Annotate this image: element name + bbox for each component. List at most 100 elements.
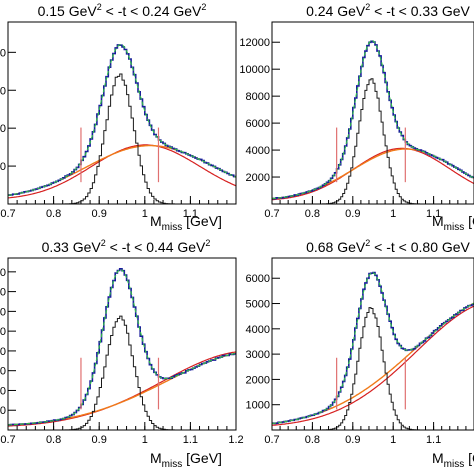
x-tick-label: 1.1 xyxy=(183,434,198,446)
x-tick-label: 0.9 xyxy=(345,208,360,220)
x-label-unit: [GeV] xyxy=(182,450,222,466)
data-histogram-series xyxy=(272,271,474,425)
x-label-unit: [G xyxy=(464,450,474,466)
y-tick-label: 8000 xyxy=(246,91,270,103)
axes-frame xyxy=(271,21,474,205)
data-histogram-series xyxy=(272,40,474,200)
title-part-a: 0.15 GeV xyxy=(38,3,98,19)
panel-title: 0.68 GeV2 < -t < 0.80 GeV xyxy=(306,238,470,255)
plot-area xyxy=(8,43,236,204)
background-fit-red-series xyxy=(272,147,474,201)
panel-top-left: 0.70.80.911.10000000000000.15 GeV2 < -t … xyxy=(0,2,237,233)
x-tick-label: 1 xyxy=(390,434,396,446)
x-tick-label: 1.1 xyxy=(426,434,441,446)
axes-frame xyxy=(7,257,237,431)
x-axis-label: Mmiss [GeV] xyxy=(150,450,222,470)
title-part-a: 0.24 GeV xyxy=(306,3,366,19)
x-tick-label: 0.8 xyxy=(46,434,61,446)
title-part-a: 0.68 GeV xyxy=(306,239,366,255)
title-part-c: < -t < 0.44 GeV xyxy=(106,239,206,255)
total-fit-series xyxy=(8,43,236,196)
panel-bottom-left: 0.7 0.8 0.9 1 1.1 1.2 000 000 000 000 000 000 000 000… xyxy=(0,238,244,470)
y-tick-label: 1000 xyxy=(246,400,270,412)
y-tick-label: 6000 xyxy=(246,118,270,130)
panel-title: 0.15 GeV2 < -t < 0.24 GeV2 xyxy=(38,2,207,19)
y-tick-label: 3000 xyxy=(246,349,270,361)
panel-top-right: 0.7 0.8 0.9 1 1.1 2000 4000 6000 8000 10000 12000 0… xyxy=(239,2,474,233)
axes-frame xyxy=(271,257,474,431)
y-tick-label: 4000 xyxy=(246,145,270,157)
y-tick-label: 000 xyxy=(0,366,6,378)
y-tick-label: 000 xyxy=(0,47,6,59)
x-tick-label: 1 xyxy=(142,434,148,446)
y-tick-label: 4000 xyxy=(246,324,270,336)
title-sup-b: 2 xyxy=(101,238,106,248)
title-part-c: < -t < 0.80 GeV xyxy=(370,239,470,255)
title-part-a: 0.33 GeV xyxy=(42,239,102,255)
x-axis-label: Mmiss [G xyxy=(432,450,474,470)
background-fit-orange-series xyxy=(272,302,474,425)
x-tick-label: 1.2 xyxy=(228,434,243,446)
panel-title: 0.33 GeV2 < -t < 0.44 GeV2 xyxy=(42,238,211,255)
title-sup-d: 2 xyxy=(201,2,206,12)
y-tick-label: 000 xyxy=(0,287,6,299)
signal-histogram-series xyxy=(272,78,474,204)
x-tick-label: 1 xyxy=(142,208,148,220)
x-tick-label: 1.1 xyxy=(183,208,198,220)
x-tick-label: 1 xyxy=(390,208,396,220)
y-tick-label: 000 xyxy=(0,85,6,97)
x-label-unit: [GeV] xyxy=(182,213,222,229)
x-axis-label: Mmiss [G xyxy=(432,213,474,233)
y-tick-label: 10000 xyxy=(239,64,270,76)
signal-histogram-series xyxy=(272,307,474,430)
total-fit-series xyxy=(8,269,236,426)
x-label-sub: miss xyxy=(162,222,183,233)
x-label-sub: miss xyxy=(162,459,183,470)
plot-area xyxy=(8,268,236,430)
x-label-sub: miss xyxy=(444,459,465,470)
x-tick-label: 0.9 xyxy=(92,208,107,220)
title-part-c: < -t < 0.24 GeV xyxy=(102,3,202,19)
y-tick-label: 000 xyxy=(0,326,6,338)
y-tick-label: 2000 xyxy=(246,374,270,386)
title-sup-b: 2 xyxy=(365,2,370,12)
y-tick-label: 000 xyxy=(0,267,6,279)
x-tick-label: 0.7 xyxy=(0,434,15,446)
x-label-main: M xyxy=(432,450,444,466)
x-tick-label: 0.8 xyxy=(46,208,61,220)
y-tick-label: 5000 xyxy=(246,299,270,311)
y-tick-label: 000 xyxy=(0,161,6,173)
y-tick-label: 000 xyxy=(0,405,6,417)
panel-title: 0.24 GeV2 < -t < 0.33 GeV xyxy=(306,2,470,19)
x-axis-label: Mmiss [GeV] xyxy=(150,213,222,233)
background-fit-red-series xyxy=(272,305,474,426)
title-sup-b: 2 xyxy=(97,2,102,12)
x-tick-label: 0.7 xyxy=(264,434,279,446)
x-tick-label: 0.7 xyxy=(264,208,279,220)
y-tick-label: 6000 xyxy=(246,273,270,285)
title-part-c: < -t < 0.33 GeV xyxy=(370,3,470,19)
x-label-main: M xyxy=(150,213,162,229)
x-tick-label: 0.7 xyxy=(0,208,15,220)
x-tick-label: 0.8 xyxy=(305,434,320,446)
x-label-unit: [G xyxy=(464,213,474,229)
x-label-main: M xyxy=(432,213,444,229)
signal-histogram-series xyxy=(8,73,236,204)
title-sup-b: 2 xyxy=(365,238,370,248)
x-tick-label: 0.9 xyxy=(345,434,360,446)
plot-area xyxy=(272,39,474,204)
title-sup-d: 2 xyxy=(205,238,210,248)
y-tick-label: 2000 xyxy=(246,172,270,184)
y-tick-label: 000 xyxy=(0,123,6,135)
x-label-main: M xyxy=(150,450,162,466)
x-tick-label: 0.9 xyxy=(92,434,107,446)
plot-area xyxy=(272,271,474,430)
panel-bottom-right: 0.7 0.8 0.9 1 1.1 1000 2000 3000 4000 5000 6000 0.6… xyxy=(246,238,474,470)
total-fit-series xyxy=(272,39,474,200)
y-tick-label: 000 xyxy=(0,346,6,358)
y-tick-label: 000 xyxy=(0,385,6,397)
y-tick-label: 12000 xyxy=(239,37,270,49)
x-label-sub: miss xyxy=(444,222,465,233)
signal-histogram-series xyxy=(8,315,236,430)
